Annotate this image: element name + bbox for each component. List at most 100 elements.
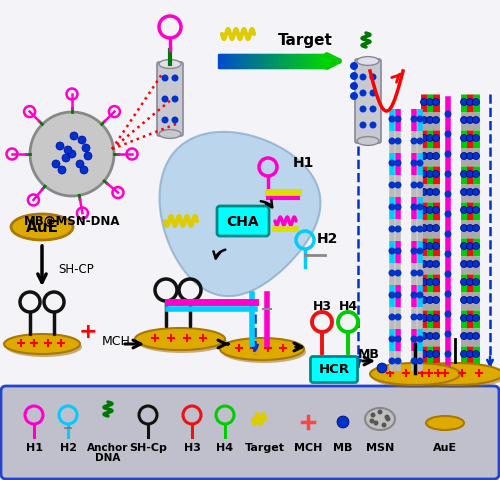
Circle shape — [350, 73, 358, 81]
Ellipse shape — [4, 334, 80, 354]
Circle shape — [416, 138, 424, 145]
Circle shape — [444, 131, 452, 138]
Bar — [290, 55, 292, 69]
Ellipse shape — [6, 337, 82, 357]
Circle shape — [460, 297, 468, 304]
Circle shape — [410, 138, 418, 145]
Circle shape — [410, 358, 418, 365]
Circle shape — [420, 189, 428, 196]
Circle shape — [64, 147, 72, 155]
Circle shape — [51, 134, 93, 176]
Circle shape — [432, 153, 440, 160]
Text: Target: Target — [245, 442, 285, 452]
Circle shape — [388, 358, 396, 365]
Circle shape — [172, 75, 178, 83]
Circle shape — [410, 226, 418, 233]
Bar — [314, 55, 316, 69]
Text: H1: H1 — [293, 156, 314, 169]
Circle shape — [472, 171, 480, 178]
Circle shape — [432, 171, 440, 178]
Bar — [293, 55, 296, 69]
Circle shape — [432, 315, 440, 322]
Bar — [276, 55, 280, 69]
Circle shape — [394, 270, 402, 277]
Bar — [246, 55, 248, 69]
Circle shape — [45, 128, 99, 181]
Circle shape — [472, 99, 480, 106]
Circle shape — [426, 171, 434, 178]
Circle shape — [388, 160, 396, 167]
Circle shape — [162, 117, 168, 124]
Bar — [320, 55, 324, 69]
Circle shape — [370, 74, 376, 81]
Bar — [280, 55, 283, 69]
Circle shape — [388, 116, 396, 123]
Bar — [288, 55, 290, 69]
Circle shape — [444, 191, 452, 198]
Circle shape — [370, 419, 374, 424]
Circle shape — [350, 83, 358, 91]
Ellipse shape — [135, 328, 225, 350]
Circle shape — [360, 106, 366, 113]
Circle shape — [466, 261, 473, 268]
Circle shape — [30, 113, 114, 197]
Circle shape — [416, 336, 424, 343]
Text: Anchor: Anchor — [88, 442, 128, 452]
Bar — [218, 55, 221, 69]
Circle shape — [350, 93, 358, 101]
Circle shape — [33, 116, 111, 193]
Bar — [300, 55, 304, 69]
Circle shape — [426, 243, 434, 250]
FancyBboxPatch shape — [310, 357, 358, 383]
Circle shape — [162, 75, 168, 83]
Bar — [273, 55, 276, 69]
Circle shape — [162, 96, 168, 103]
Text: H4: H4 — [216, 442, 234, 452]
Circle shape — [460, 171, 468, 178]
Circle shape — [444, 251, 452, 258]
Text: H4: H4 — [338, 300, 357, 312]
Circle shape — [432, 351, 440, 358]
Circle shape — [172, 96, 178, 103]
Circle shape — [466, 315, 473, 322]
Circle shape — [388, 270, 396, 277]
Circle shape — [360, 74, 366, 81]
Circle shape — [472, 243, 480, 250]
Circle shape — [426, 117, 434, 124]
Circle shape — [444, 331, 452, 338]
Bar — [282, 55, 285, 69]
Circle shape — [420, 243, 428, 250]
Circle shape — [460, 279, 468, 286]
Circle shape — [394, 314, 402, 321]
Ellipse shape — [357, 137, 379, 146]
Text: H2: H2 — [60, 442, 76, 452]
Circle shape — [394, 336, 402, 343]
Bar — [278, 55, 281, 69]
Bar — [319, 55, 322, 69]
Circle shape — [472, 333, 480, 340]
Circle shape — [388, 138, 396, 145]
Circle shape — [460, 243, 468, 250]
Text: AuE: AuE — [433, 442, 457, 452]
Text: Target: Target — [278, 33, 332, 48]
Bar — [234, 55, 238, 69]
Circle shape — [472, 189, 480, 196]
Bar — [260, 55, 263, 69]
Circle shape — [410, 182, 418, 189]
FancyBboxPatch shape — [355, 60, 381, 144]
Circle shape — [360, 122, 366, 129]
Circle shape — [56, 143, 64, 151]
Bar — [242, 55, 244, 69]
Bar — [222, 55, 224, 69]
Circle shape — [432, 261, 440, 268]
Circle shape — [62, 155, 70, 163]
Bar — [266, 55, 268, 69]
Circle shape — [472, 153, 480, 160]
Circle shape — [410, 292, 418, 299]
Circle shape — [466, 243, 473, 250]
Text: HCR: HCR — [318, 363, 350, 376]
Bar — [310, 55, 312, 69]
Text: H3: H3 — [184, 442, 200, 452]
Bar — [292, 55, 294, 69]
Circle shape — [394, 204, 402, 211]
